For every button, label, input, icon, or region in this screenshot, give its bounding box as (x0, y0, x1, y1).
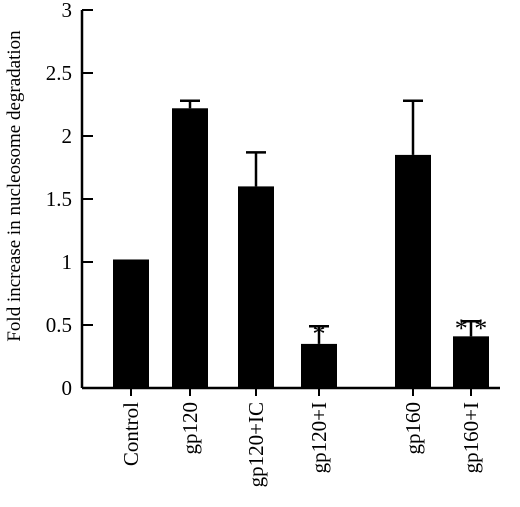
bar (301, 343, 337, 388)
y-tick-label: 2 (62, 124, 73, 148)
annotations: * * * (313, 314, 488, 348)
bar (172, 108, 208, 388)
y-tick-label: 0 (62, 376, 73, 400)
category-label: gp160 (401, 402, 425, 455)
category-label: gp120 (178, 402, 202, 455)
y-axis-title: Fold increase in nucleosome degradation (4, 30, 25, 342)
y-tick-label: 0.5 (46, 313, 72, 337)
y-ticks: 0 0.5 1 1.5 2 2.5 3 (46, 0, 93, 400)
bar (453, 336, 489, 388)
significance-marker: * (313, 319, 326, 348)
category-labels: Control gp120 gp120+IC gp120+I gp160 gp160+I (119, 388, 483, 487)
bar (238, 186, 274, 388)
category-label: gp160+I (459, 402, 483, 473)
y-tick-label: 1 (62, 250, 73, 274)
y-tick-label: 1.5 (46, 187, 72, 211)
category-label: gp120+IC (244, 402, 268, 487)
y-tick-label: 3 (62, 0, 73, 22)
y-tick-label: 2.5 (46, 61, 72, 85)
category-label: gp120+I (307, 402, 331, 473)
category-label: Control (119, 402, 143, 466)
error-bars (180, 99, 481, 344)
bar (113, 259, 149, 388)
bars (113, 108, 489, 388)
bar (395, 154, 431, 388)
significance-marker: * * (455, 314, 488, 343)
